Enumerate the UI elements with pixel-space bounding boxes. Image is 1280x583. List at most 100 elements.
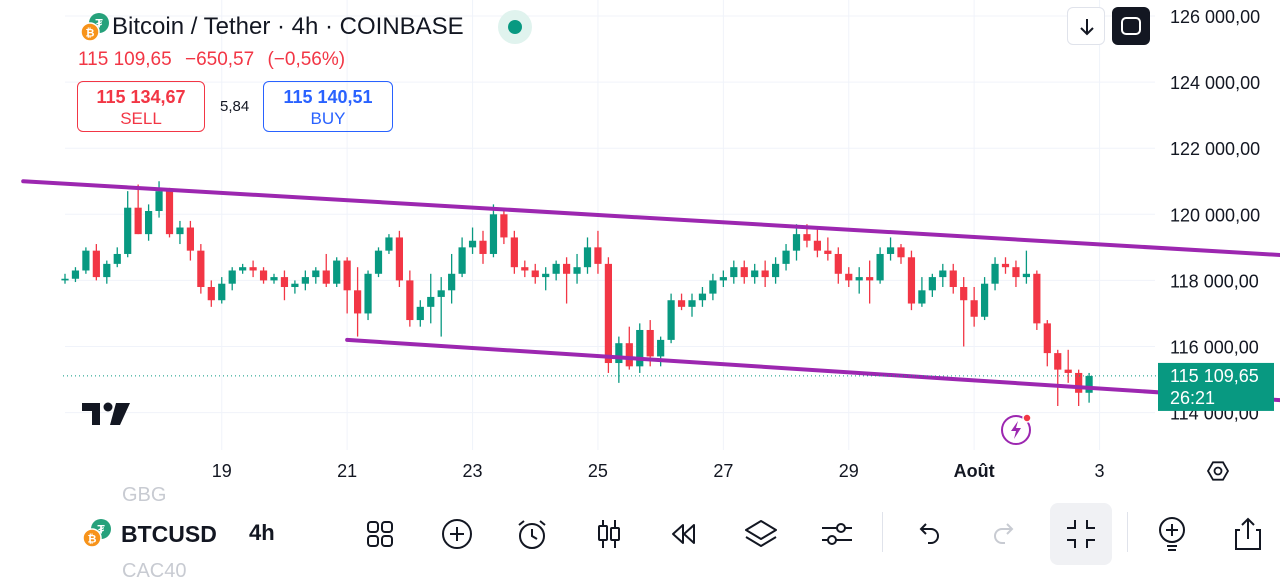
candle: [510, 230, 518, 274]
layout-button[interactable]: [358, 512, 402, 556]
candle: [928, 273, 936, 297]
chart-type-button[interactable]: [587, 512, 631, 556]
candle: [751, 263, 759, 284]
candle-body: [824, 250, 832, 254]
candle: [437, 277, 445, 337]
candle-body: [876, 253, 884, 281]
candle: [427, 273, 435, 324]
candle: [176, 220, 184, 245]
grid-lines: [65, 0, 1155, 450]
candle-body: [500, 214, 508, 238]
alarm-button[interactable]: [510, 512, 554, 556]
buy-button[interactable]: 115 140,51 BUY: [263, 81, 393, 132]
candle: [531, 263, 539, 284]
candle: [61, 273, 69, 284]
candle: [709, 273, 717, 301]
channel-drawing[interactable]: [21, 179, 1280, 403]
layers-icon: [745, 520, 777, 547]
collapse-icon: [1067, 520, 1095, 548]
candle-body: [291, 283, 299, 288]
candle-body: [677, 300, 686, 307]
download-icon: [1080, 19, 1094, 36]
candle: [1043, 320, 1051, 367]
candle: [291, 280, 299, 294]
channel-lower-line[interactable]: [345, 337, 1280, 403]
interval-selector[interactable]: 4h: [249, 520, 275, 545]
download-button[interactable]: [1067, 7, 1105, 45]
svg-text:₮: ₮: [97, 523, 105, 537]
candle-body: [751, 270, 759, 278]
replay-button[interactable]: [662, 512, 706, 556]
time-tick-label: 25: [588, 461, 608, 481]
symbol-title[interactable]: Bitcoin / Tether · 4h · COINBASE: [112, 13, 464, 40]
candle: [688, 293, 696, 317]
candle-body: [239, 267, 247, 271]
candle-body: [730, 267, 738, 278]
layers-button[interactable]: [739, 512, 783, 556]
time-tick-label: 29: [839, 461, 859, 481]
replay-icon: [672, 524, 695, 544]
candle: [855, 267, 863, 294]
candle: [719, 270, 727, 288]
candle-body: [1085, 375, 1093, 393]
candle-body: [646, 329, 654, 357]
candle-body: [333, 260, 341, 284]
candle: [228, 267, 236, 291]
candle-body: [625, 343, 633, 367]
candle: [458, 237, 466, 278]
market-status-indicator[interactable]: [498, 10, 532, 44]
toolbar-divider: [1127, 512, 1128, 552]
candle-body: [782, 250, 790, 264]
candle-body: [698, 293, 707, 301]
candle-body: [1075, 372, 1083, 393]
candle-body: [207, 287, 215, 301]
add-indicator-button[interactable]: [1150, 512, 1194, 556]
price-tick-label: 116 000,00: [1170, 338, 1259, 358]
candle: [834, 247, 842, 284]
candle: [113, 247, 121, 268]
svg-text:₮: ₮: [95, 17, 103, 31]
fullscreen-button[interactable]: [1112, 7, 1150, 45]
candle: [155, 181, 163, 218]
candle-body: [803, 234, 811, 241]
watchlist-ghost-above: GBG: [122, 484, 167, 506]
candle-body: [886, 247, 895, 254]
candle-body: [583, 247, 592, 268]
candle-body: [761, 270, 769, 278]
lightning-alert-icon[interactable]: [1000, 412, 1034, 446]
axis-settings-icon[interactable]: [1206, 461, 1230, 481]
candle-body: [834, 253, 842, 274]
candle: [573, 253, 581, 284]
candle-body: [1054, 353, 1062, 370]
sell-button[interactable]: 115 134,67 SELL: [77, 81, 205, 132]
candle-body: [960, 287, 968, 301]
share-button[interactable]: [1226, 512, 1270, 556]
add-button[interactable]: [435, 512, 479, 556]
channel-upper-line[interactable]: [21, 179, 1280, 257]
candle: [71, 267, 80, 283]
candle-body: [521, 267, 529, 271]
candle: [479, 230, 487, 264]
candle: [374, 247, 383, 278]
candle-body: [176, 227, 184, 235]
symbol-selector[interactable]: BTCUSD: [121, 521, 217, 547]
candle-body: [563, 263, 571, 274]
candle: [907, 250, 916, 311]
price-change: −650,57: [184, 49, 255, 70]
candle-body: [719, 277, 727, 281]
settings-button[interactable]: [815, 512, 859, 556]
toolbar-symbol-icon: ₮ ₿: [82, 519, 111, 548]
candle-body: [531, 270, 539, 278]
redo-button: [983, 512, 1027, 556]
candle-body: [124, 207, 132, 254]
candle-body: [1012, 267, 1020, 278]
collapse-button[interactable]: [1050, 503, 1112, 565]
candles-icon: [598, 520, 620, 548]
candle-body: [918, 290, 926, 304]
candle: [239, 263, 247, 274]
candle-body: [354, 290, 362, 314]
time-axis[interactable]: 19 21 23 25 27 29 Août 3: [212, 461, 1105, 481]
undo-button[interactable]: [906, 512, 950, 556]
